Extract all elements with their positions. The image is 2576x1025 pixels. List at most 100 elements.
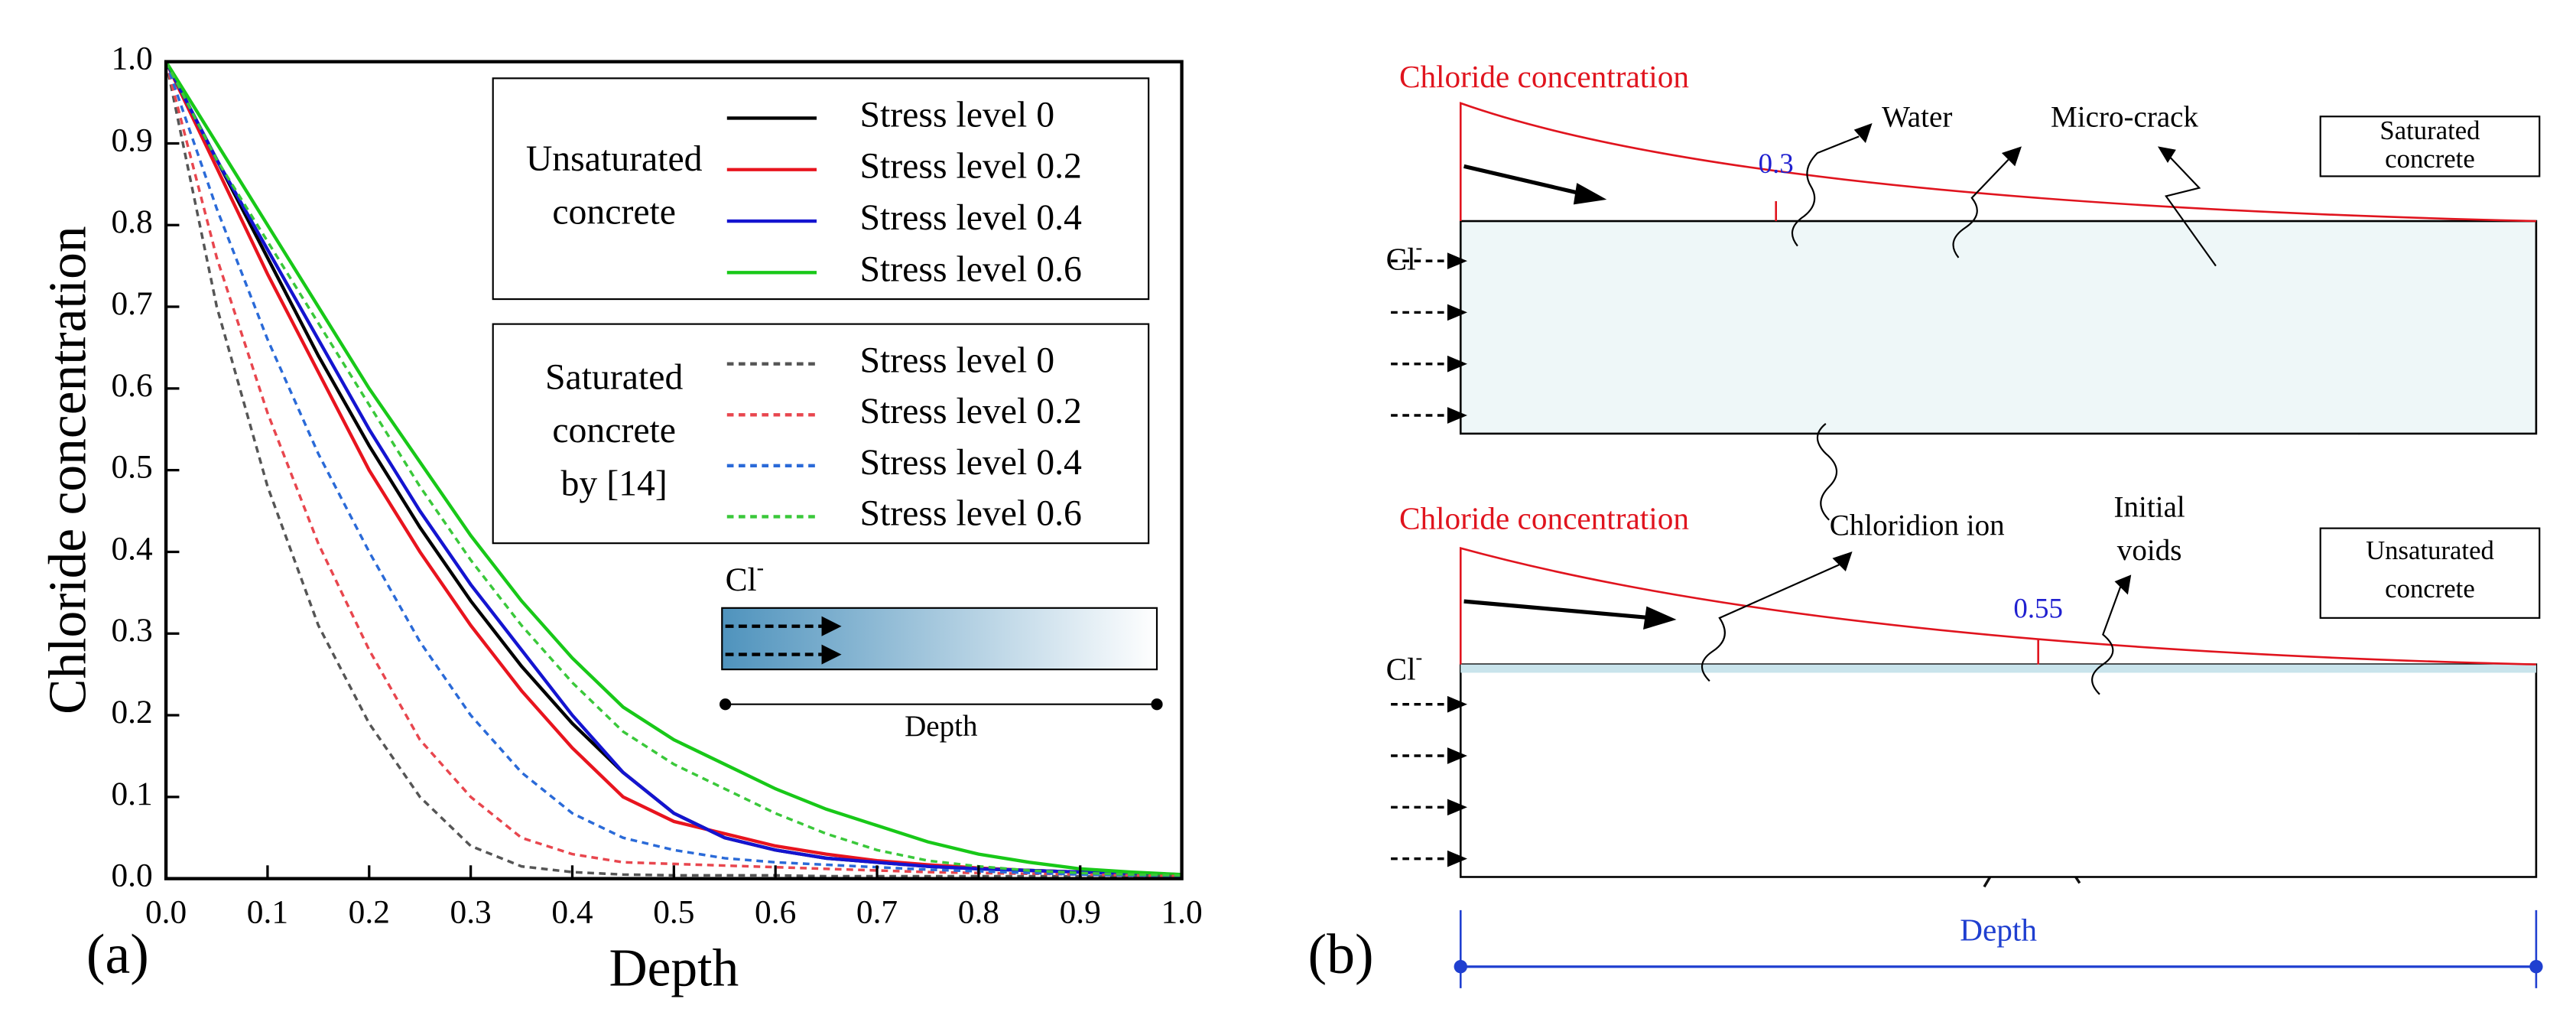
label-box xyxy=(2319,527,2541,619)
ion-arrowhead xyxy=(1447,695,1467,713)
y-tick-label: 0.1 xyxy=(111,776,152,812)
saturated-box xyxy=(1459,220,2538,435)
y-tick-label: 0.6 xyxy=(111,367,152,404)
pointer xyxy=(1701,423,1840,682)
legend-group-label: Unsaturated xyxy=(526,138,703,179)
ion-label: Cl- xyxy=(1386,236,1423,277)
depth-dot xyxy=(1454,960,1467,974)
y-tick-label: 0.5 xyxy=(111,449,152,486)
x-tick-label: 0.1 xyxy=(247,893,288,930)
legend-group-label: concrete xyxy=(552,191,676,232)
pointer-head xyxy=(2114,574,2132,595)
legend-group-label: Saturated xyxy=(545,356,683,397)
inset-arrowhead xyxy=(821,644,842,665)
depth-dot xyxy=(2529,960,2543,974)
box-label: concrete xyxy=(2385,574,2475,604)
voids-label: voids xyxy=(2117,534,2182,567)
curve-label: Chloride concentration xyxy=(1399,59,1689,94)
charge: - xyxy=(757,556,764,580)
charge: - xyxy=(1416,646,1423,669)
ion-label: Cl- xyxy=(1386,646,1423,687)
ion-arrowhead xyxy=(1447,799,1467,816)
flow-arrow xyxy=(1463,599,1652,620)
x-tick-label: 0.7 xyxy=(856,893,898,930)
legend-label: Stress level 0.2 xyxy=(859,146,1081,187)
panel-label: (a) xyxy=(86,922,149,985)
x-tick-label: 0.8 xyxy=(958,893,999,930)
pointer xyxy=(2091,584,2123,695)
ion: Cl xyxy=(1386,242,1416,277)
concentration-curve xyxy=(1459,102,2536,223)
legend-label: Stress level 0.2 xyxy=(859,391,1081,431)
inset-ion: Cl- xyxy=(726,556,764,598)
pointer-head xyxy=(1832,552,1853,572)
inset-depth-end xyxy=(720,698,732,711)
x-axis-label: Depth xyxy=(609,939,739,997)
inset-arrowhead xyxy=(821,616,842,636)
series-line xyxy=(164,60,1182,877)
pointer-head xyxy=(1853,122,1873,144)
y-tick-label: 1.0 xyxy=(111,41,152,77)
x-tick-label: 0.4 xyxy=(551,893,593,930)
y-tick-label: 0.2 xyxy=(111,694,152,731)
y-tick-label: 0.3 xyxy=(111,612,152,649)
value-label: 0.55 xyxy=(2013,593,2063,624)
legend-label: Stress level 0.6 xyxy=(859,249,1081,289)
pointer xyxy=(1952,158,2009,259)
ion: Cl xyxy=(726,561,757,598)
x-tick-label: 1.0 xyxy=(1161,893,1202,930)
inset-depth-label: Depth xyxy=(905,710,978,743)
y-tick-label: 0.9 xyxy=(111,122,152,158)
ion: Cl xyxy=(1386,652,1416,687)
legend-box xyxy=(492,77,1150,301)
inset: Cl- Depth xyxy=(720,556,1163,743)
y-axis-label: Chloride concentration xyxy=(38,226,97,714)
concentration-curve xyxy=(1459,546,2536,665)
water-label: Water xyxy=(1882,101,1952,134)
x-tick-label: 0.9 xyxy=(1060,893,1101,930)
legend-label: Stress level 0 xyxy=(859,94,1054,135)
panel-label: (b) xyxy=(1308,922,1374,985)
ion-arrowhead xyxy=(1447,850,1467,867)
label-box xyxy=(2319,116,2541,177)
flow-arrowhead xyxy=(1573,183,1607,205)
legend-label: Stress level 0.4 xyxy=(859,442,1082,483)
depth-label: Depth xyxy=(1960,913,2037,948)
voids-label: Initial xyxy=(2113,491,2185,524)
series-line xyxy=(164,61,1182,878)
box-label: Saturated xyxy=(2379,116,2480,145)
legend-label: Stress level 0.4 xyxy=(859,197,1082,238)
box-label: Unsaturated xyxy=(2366,535,2494,565)
legend-label: Stress level 0.6 xyxy=(859,493,1081,533)
legend-group-label: by [14] xyxy=(561,463,668,503)
pointer xyxy=(1791,135,1860,247)
y-tick-label: 0.7 xyxy=(111,285,152,322)
y-tick-label: 0.4 xyxy=(111,530,153,567)
charge: - xyxy=(1416,236,1423,259)
inset-bar xyxy=(721,607,1158,671)
crack-label: Micro-crack xyxy=(2051,101,2198,134)
series-line xyxy=(164,60,1182,877)
legend-label: Stress level 0 xyxy=(859,340,1054,381)
x-tick-label: 0.6 xyxy=(755,893,796,930)
ion-arrowhead xyxy=(1447,252,1467,269)
ion-arrowhead xyxy=(1447,407,1467,424)
ion-arrowhead xyxy=(1447,355,1467,373)
x-tick-label: 0.3 xyxy=(450,893,491,930)
pointer-head xyxy=(2157,146,2176,164)
pointer xyxy=(2165,152,2217,267)
flow-arrow xyxy=(1463,164,1586,197)
ion-arrowhead xyxy=(1447,304,1467,321)
ion-arrowhead xyxy=(1447,747,1467,764)
curve-label: Chloride concentration xyxy=(1399,500,1689,535)
x-tick-label: 0.0 xyxy=(145,893,187,930)
x-tick-label: 0.2 xyxy=(349,893,390,930)
inset-depth-end xyxy=(1151,698,1163,711)
unsaturated-box xyxy=(1459,663,2538,878)
y-tick-label: 0.0 xyxy=(111,857,152,894)
legend-box xyxy=(492,323,1150,545)
flow-arrowhead xyxy=(1643,606,1677,630)
diagram: (b) Chloride concentration 0.3 Water Mic… xyxy=(1308,59,2543,988)
